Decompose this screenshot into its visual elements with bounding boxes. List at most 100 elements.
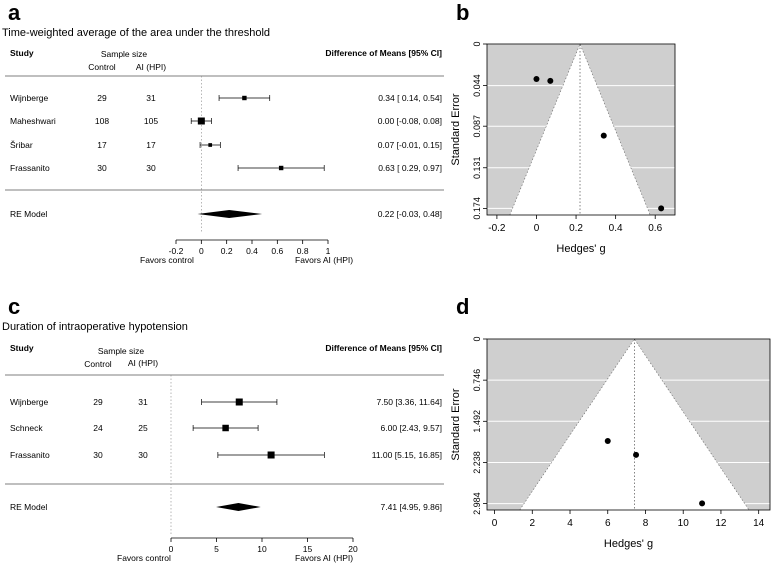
header-control-c: Control	[84, 359, 112, 369]
header-study-a: Study	[10, 48, 34, 58]
header-sample-size-a: Sample size	[101, 49, 148, 59]
x-tick-label-d-4: 8	[643, 518, 649, 529]
header-study-c: Study	[10, 343, 34, 353]
tick-label-a-5: 0.8	[297, 246, 309, 256]
y-tick-label-d-4: 2.984	[472, 492, 482, 515]
point-estimate-a-2	[208, 143, 213, 147]
y-tick-label-d-3: 2.238	[472, 451, 482, 474]
x-tick-label-d-0: 0	[492, 518, 498, 529]
control-n-c-2: 30	[93, 450, 103, 460]
y-axis-label-b: Standard Error	[450, 93, 462, 165]
x-axis-label-d: Hedges' g	[604, 538, 653, 550]
y-tick-label-d-0: 0	[472, 336, 482, 341]
study-name-c-2: Frassanito	[10, 450, 50, 460]
point-estimate-a-3	[278, 165, 284, 171]
point-estimate-c-1	[222, 424, 229, 432]
study-name-c-0: Wijnberge	[10, 397, 49, 407]
tick-label-a-2: 0.2	[221, 246, 233, 256]
ci-text-a-0: 0.34 [ 0.14, 0.54]	[378, 93, 442, 103]
tick-label-a-0: -0.2	[169, 246, 184, 256]
re-model-diamond-a	[197, 210, 263, 218]
tick-label-a-4: 0.6	[271, 246, 283, 256]
forest-title-c: Duration of intraoperative hypotension	[2, 321, 188, 333]
x-tick-label-d-2: 4	[567, 518, 573, 529]
forest-plot-c: c Duration of intraoperative hypotension…	[2, 294, 444, 563]
panel-label-b: b	[456, 0, 469, 25]
study-name-a-2: Šribar	[10, 140, 33, 150]
y-tick-label-b-1: 0.044	[472, 74, 482, 97]
data-point-d-0	[604, 438, 611, 445]
y-tick-label-d-2: 1.492	[472, 410, 482, 433]
control-n-a-0: 29	[97, 93, 107, 103]
funnel-boundary-b	[509, 43, 651, 216]
favors-ai-a: Favors AI (HPI)	[295, 255, 353, 265]
header-effect-a: Difference of Means [95% CI]	[325, 48, 442, 58]
panel-label-c: c	[8, 294, 20, 319]
tick-label-a-6: 1	[326, 246, 331, 256]
header-control-a: Control	[88, 62, 116, 72]
study-name-c-1: Schneck	[10, 423, 43, 433]
study-name-a-0: Wijnberge	[10, 93, 49, 103]
funnel-plot-b: b -0.2 0 0.2 0.4 0.6 0 0.044 0.087 0.131 0.174 Hed…	[450, 0, 676, 255]
data-point-b-2	[600, 132, 607, 139]
x-tick-label-d-6: 12	[715, 518, 727, 529]
header-ai-a: AI (HPI)	[136, 62, 166, 72]
x-tick-label-b-3: 0.4	[609, 223, 623, 234]
funnel-boundary-d	[519, 338, 750, 511]
x-tick-label-d-5: 10	[678, 518, 690, 529]
ci-text-c-0: 7.50 [3.36, 11.64]	[376, 397, 442, 407]
x-tick-label-d-3: 6	[605, 518, 611, 529]
y-tick-label-b-4: 0.174	[472, 197, 482, 220]
x-tick-label-d-7: 14	[753, 518, 765, 529]
ai-n-c-0: 31	[138, 397, 148, 407]
re-model-label-a: RE Model	[10, 209, 47, 219]
y-tick-label-d-1: 0.746	[472, 369, 482, 392]
x-tick-label-b-1: 0	[534, 223, 540, 234]
re-model-ci-text-a: 0.22 [-0.03, 0.48]	[378, 209, 442, 219]
favors-control-c: Favors control	[117, 553, 171, 563]
ci-text-c-1: 6.00 [2.43, 9.57]	[381, 423, 442, 433]
x-axis-c: 0 5 10 15 20	[169, 537, 358, 554]
tick-label-c-4: 20	[348, 544, 358, 554]
panel-label-a: a	[8, 0, 21, 25]
x-axis-a: -0.2 0 0.2 0.4 0.6 0.8 1	[169, 239, 331, 256]
x-axis-label-b: Hedges' g	[556, 243, 605, 255]
ai-n-c-2: 30	[138, 450, 148, 460]
control-n-a-3: 30	[97, 163, 107, 173]
header-effect-c: Difference of Means [95% CI]	[325, 343, 442, 353]
plot-frame-b	[486, 43, 676, 216]
tick-label-c-0: 0	[169, 544, 174, 554]
ai-n-a-3: 30	[146, 163, 156, 173]
y-tick-label-b-0: 0	[472, 41, 482, 46]
x-tick-label-b-4: 0.6	[648, 223, 662, 234]
forest-plot-a: a Time-weighted average of the area unde…	[2, 0, 444, 265]
header-ai-c: AI (HPI)	[128, 358, 158, 368]
tick-label-a-1: 0	[199, 246, 204, 256]
control-n-c-1: 24	[93, 423, 103, 433]
favors-control-a: Favors control	[140, 255, 194, 265]
tick-label-c-3: 15	[303, 544, 313, 554]
tick-label-a-3: 0.4	[246, 246, 258, 256]
data-point-b-1	[547, 77, 554, 84]
study-name-a-1: Maheshwari	[10, 116, 56, 126]
y-tick-label-b-2: 0.087	[472, 115, 482, 138]
ci-text-a-3: 0.63 [ 0.29, 0.97]	[378, 163, 442, 173]
ci-text-a-1: 0.00 [-0.08, 0.08]	[378, 116, 442, 126]
control-n-a-2: 17	[97, 140, 107, 150]
favors-ai-c: Favors AI (HPI)	[295, 553, 353, 563]
re-model-ci-text-c: 7.41 [4.95, 9.86]	[381, 502, 442, 512]
data-point-d-1	[633, 451, 640, 458]
re-model-diamond-c	[216, 503, 261, 511]
ai-n-a-0: 31	[146, 93, 156, 103]
point-estimate-c-0	[235, 398, 243, 406]
ai-n-a-1: 105	[144, 116, 158, 126]
point-estimate-c-2	[267, 451, 275, 459]
control-n-c-0: 29	[93, 397, 103, 407]
ai-n-c-1: 25	[138, 423, 148, 433]
panel-label-d: d	[456, 294, 469, 319]
control-n-a-1: 108	[95, 116, 109, 126]
point-estimate-a-0	[242, 95, 247, 101]
ci-text-a-2: 0.07 [-0.01, 0.15]	[378, 140, 442, 150]
tick-label-c-2: 10	[257, 544, 267, 554]
